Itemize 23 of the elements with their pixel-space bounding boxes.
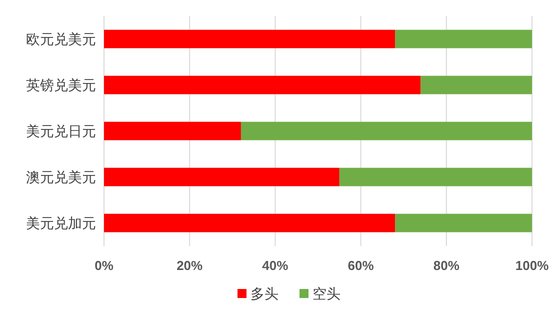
bar	[104, 168, 340, 186]
bar	[395, 30, 532, 48]
bar	[240, 122, 532, 140]
x-tick-label: 20%	[176, 258, 204, 273]
bar	[104, 214, 396, 232]
bar	[104, 30, 396, 48]
bar	[420, 76, 532, 94]
x-tick-label: 60%	[348, 258, 374, 273]
bar	[104, 76, 421, 94]
x-tick-label: 0%	[94, 258, 114, 273]
legend-label: 空头	[312, 286, 340, 302]
y-tick-label: 澳元兑美元	[26, 169, 96, 185]
y-tick-label: 美元兑日元	[26, 123, 96, 139]
legend-label: 多头	[250, 286, 278, 302]
bar	[104, 122, 241, 140]
bar	[395, 214, 532, 232]
y-tick-label: 美元兑加元	[26, 215, 96, 231]
x-tick-label: 80%	[433, 258, 460, 273]
bar	[339, 168, 532, 186]
x-tick-label: 40%	[262, 258, 289, 273]
x-tick-label: 100%	[515, 258, 550, 273]
y-tick-label: 英镑兑美元	[26, 77, 96, 93]
y-tick-label: 欧元兑美元	[26, 31, 96, 47]
